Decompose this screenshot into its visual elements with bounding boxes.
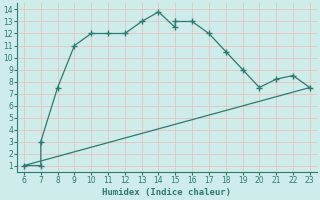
X-axis label: Humidex (Indice chaleur): Humidex (Indice chaleur) bbox=[102, 188, 231, 197]
